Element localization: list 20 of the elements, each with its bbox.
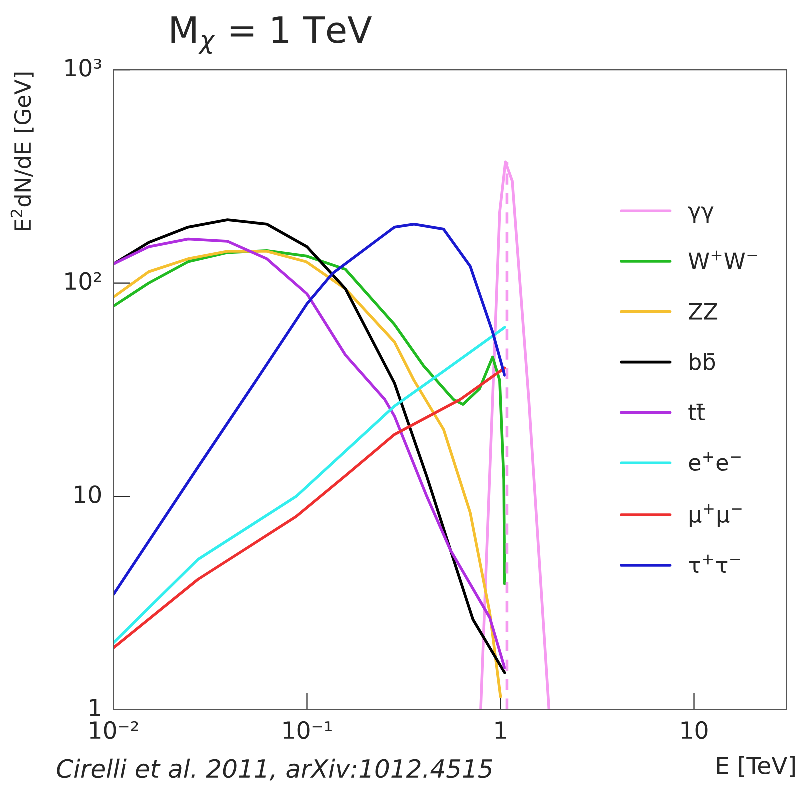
chart-title: M$_{χ}$ = 1 TeV: [172, 16, 372, 54]
x-tick-label: 10⁻¹: [284, 721, 332, 740]
legend-label: W$^{+}$W$^{−}$: [688, 250, 758, 270]
legend-label: ZZ: [689, 303, 718, 320]
legend-label: bb̄: [690, 353, 716, 370]
y-tick-label: 10: [75, 486, 102, 504]
y-tick-label: 10³: [66, 59, 102, 77]
x-tick-label: 1: [496, 722, 506, 739]
x-tick-label: 10: [682, 721, 708, 740]
x-axis-title: E [TeV]: [717, 756, 795, 778]
x-tick-label: 10⁻²: [90, 721, 138, 740]
legend-label: e$^{+}$e$^{−}$: [689, 452, 741, 472]
legend-label: τ$^{+}$τ$^{−}$: [689, 554, 740, 574]
legend-label: γγ: [688, 206, 714, 224]
legend-label: μ$^{+}$μ$^{−}$: [690, 504, 742, 528]
y-axis-title: E$^{2}$dN/dE [GeV]: [10, 72, 34, 230]
legend-label: tt̄: [688, 404, 705, 420]
text: Cirelli et al. 2011, arXiv:1012.4515: [57, 758, 492, 781]
y-tick-label: 1: [90, 699, 100, 716]
y-tick-label: 10²: [66, 272, 102, 290]
